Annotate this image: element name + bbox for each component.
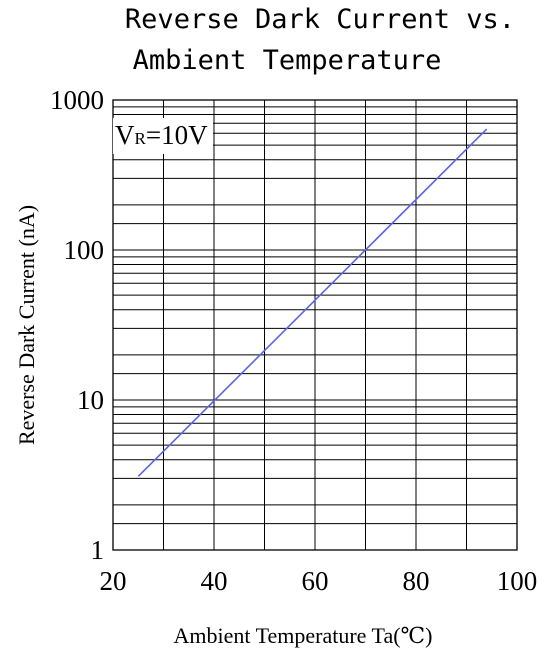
annotation-v: V xyxy=(115,120,135,150)
y-tick-label: 100 xyxy=(64,235,105,265)
x-tick-label: 20 xyxy=(100,566,127,596)
x-tick-labels: 20 40 60 80 100 xyxy=(100,566,538,596)
plot-grid xyxy=(113,100,517,550)
plot-frame xyxy=(112,99,518,551)
y-tick-label: 1 xyxy=(91,535,105,565)
chart-title-line-2: Ambient Temperature xyxy=(133,45,442,76)
y-tick-label: 10 xyxy=(77,385,104,415)
x-tick-label: 60 xyxy=(302,566,329,596)
chart-title-line-1: Reverse Dark Current vs. xyxy=(125,4,515,35)
x-tick-label: 80 xyxy=(403,566,430,596)
x-tick-label: 100 xyxy=(497,566,538,596)
y-tick-label: 1000 xyxy=(50,85,104,115)
annotation-background xyxy=(113,118,213,154)
series-line-0 xyxy=(137,128,488,477)
chart-title: Reverse Dark Current vs. Ambient Tempera… xyxy=(125,4,515,76)
annotation-value: =10V xyxy=(146,120,208,150)
y-tick-labels: 1 10 100 1000 xyxy=(50,85,104,565)
annotation-bias-voltage: VR=10V xyxy=(115,120,208,150)
annotation-subscript: R xyxy=(135,129,147,148)
x-axis-label: Ambient Temperature Ta(℃) xyxy=(174,623,433,648)
y-axis-label: Reverse Dark Current (nA) xyxy=(14,205,39,445)
series-layer xyxy=(137,128,488,477)
x-tick-label: 40 xyxy=(201,566,228,596)
